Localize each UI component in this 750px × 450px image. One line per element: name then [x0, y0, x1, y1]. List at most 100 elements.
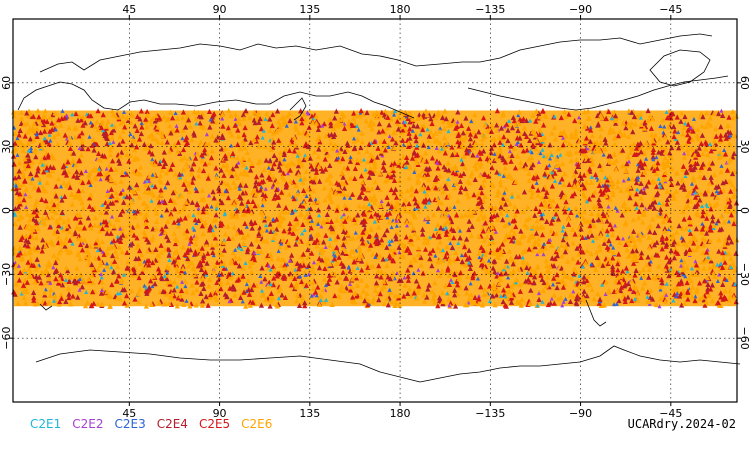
occultation-point-c2e6 — [588, 250, 594, 257]
occultation-point-c2e5 — [477, 199, 483, 205]
occultation-point-c2e6 — [162, 301, 168, 307]
occultation-point-c2e6 — [626, 272, 633, 278]
occultation-point-c2e6 — [181, 154, 188, 161]
occultation-point-c2e5 — [298, 278, 305, 285]
occultation-point-c2e4 — [248, 167, 254, 173]
occultation-point-c2e3 — [289, 210, 294, 215]
occultation-point-c2e6 — [508, 292, 515, 299]
occultation-point-c2e6 — [31, 121, 37, 127]
occultation-point-c2e6 — [497, 148, 503, 154]
occultation-point-c2e6 — [680, 208, 686, 214]
occultation-point-c2e4 — [725, 134, 731, 140]
occultation-point-c2e5 — [79, 130, 85, 136]
occultation-point-c2e4 — [682, 113, 688, 120]
occultation-point-c2e5 — [86, 112, 92, 119]
occultation-point-c2e6 — [34, 263, 41, 270]
occultation-point-c2e4 — [237, 182, 244, 188]
occultation-point-c2e5 — [41, 155, 48, 161]
occultation-point-c2e5 — [551, 275, 557, 281]
occultation-point-c2e6 — [110, 112, 116, 118]
occultation-point-c2e6 — [65, 285, 71, 291]
occultation-point-c2e1 — [638, 115, 643, 120]
occultation-point-c2e5 — [615, 235, 621, 241]
occultation-point-c2e6 — [174, 268, 180, 274]
occultation-point-c2e1 — [70, 241, 75, 246]
occultation-point-c2e6 — [496, 280, 502, 286]
occultation-point-c2e5 — [518, 142, 524, 148]
occultation-point-c2e4 — [664, 241, 670, 247]
occultation-point-c2e5 — [473, 133, 479, 139]
occultation-point-c2e6 — [326, 177, 332, 183]
occultation-point-c2e5 — [404, 247, 410, 253]
occultation-point-c2e4 — [671, 239, 677, 245]
occultation-point-c2e6 — [572, 131, 579, 137]
occultation-point-c2e6 — [363, 283, 369, 289]
occultation-point-c2e5 — [266, 174, 272, 180]
occultation-point-c2e4 — [213, 212, 219, 218]
occultation-point-c2e6 — [328, 135, 334, 141]
occultation-point-c2e4 — [429, 263, 435, 269]
occultation-point-c2e6 — [25, 113, 31, 119]
occultation-point-c2e6 — [522, 222, 528, 228]
occultation-point-c2e6 — [469, 299, 475, 305]
occultation-point-c2e5 — [282, 294, 288, 300]
occultation-point-c2e4 — [185, 255, 191, 262]
occultation-point-c2e4 — [700, 161, 706, 167]
occultation-point-c2e6 — [671, 192, 677, 198]
occultation-point-c2e6 — [340, 189, 346, 195]
occultation-point-c2e6 — [142, 119, 148, 125]
occultation-point-c2e3 — [128, 132, 133, 137]
occultation-point-c2e4 — [708, 174, 714, 180]
occultation-point-c2e3 — [551, 282, 556, 287]
occultation-point-c2e6 — [530, 189, 536, 196]
occultation-point-c2e6 — [584, 170, 591, 176]
occultation-point-c2e6 — [73, 162, 79, 168]
occultation-point-c2e6 — [114, 253, 120, 260]
occultation-point-c2e6 — [552, 136, 559, 142]
occultation-point-c2e4 — [42, 209, 49, 215]
occultation-point-c2e6 — [135, 185, 141, 191]
occultation-point-c2e6 — [50, 155, 57, 161]
occultation-point-c2e6 — [551, 124, 558, 131]
occultation-point-c2e5 — [260, 178, 267, 184]
occultation-point-c2e6 — [167, 109, 174, 115]
occultation-point-c2e6 — [128, 187, 134, 193]
occultation-point-c2e6 — [155, 252, 161, 258]
occultation-point-c2e4 — [667, 192, 673, 199]
occultation-point-c2e1 — [591, 238, 596, 243]
occultation-point-c2e6 — [56, 250, 62, 256]
occultation-point-c2e4 — [258, 302, 265, 308]
occultation-point-c2e6 — [265, 283, 271, 289]
occultation-point-c2e6 — [400, 114, 406, 120]
occultation-point-c2e4 — [652, 199, 658, 205]
occultation-point-c2e4 — [438, 225, 444, 231]
occultation-point-c2e6 — [562, 273, 568, 279]
occultation-point-c2e4 — [134, 208, 141, 214]
occultation-point-c2e6 — [117, 153, 123, 159]
occultation-point-c2e6 — [592, 189, 598, 195]
occultation-point-c2e4 — [656, 149, 662, 155]
occultation-point-c2e6 — [446, 119, 452, 125]
occultation-point-c2e6 — [382, 130, 388, 136]
occultation-point-c2e2 — [719, 108, 724, 113]
occultation-point-c2e6 — [516, 120, 522, 126]
occultation-point-c2e5 — [462, 251, 469, 258]
occultation-point-c2e4 — [231, 286, 237, 292]
occultation-point-c2e6 — [598, 126, 604, 132]
occultation-point-c2e5 — [202, 161, 208, 167]
occultation-point-c2e5 — [455, 139, 461, 145]
occultation-point-c2e6 — [98, 209, 104, 216]
occultation-point-c2e5 — [604, 228, 610, 234]
occultation-point-c2e6 — [159, 129, 165, 136]
occultation-point-c2e6 — [653, 170, 660, 176]
occultation-point-c2e6 — [43, 125, 50, 131]
occultation-point-c2e1 — [150, 183, 155, 188]
occultation-point-c2e6 — [649, 254, 655, 260]
occultation-point-c2e6 — [253, 191, 259, 197]
occultation-point-c2e3 — [651, 157, 656, 162]
occultation-point-c2e4 — [559, 265, 565, 271]
occultation-point-c2e6 — [307, 266, 313, 273]
occultation-point-c2e6 — [67, 134, 73, 141]
occultation-point-c2e4 — [539, 215, 545, 221]
occultation-point-c2e4 — [386, 122, 392, 128]
